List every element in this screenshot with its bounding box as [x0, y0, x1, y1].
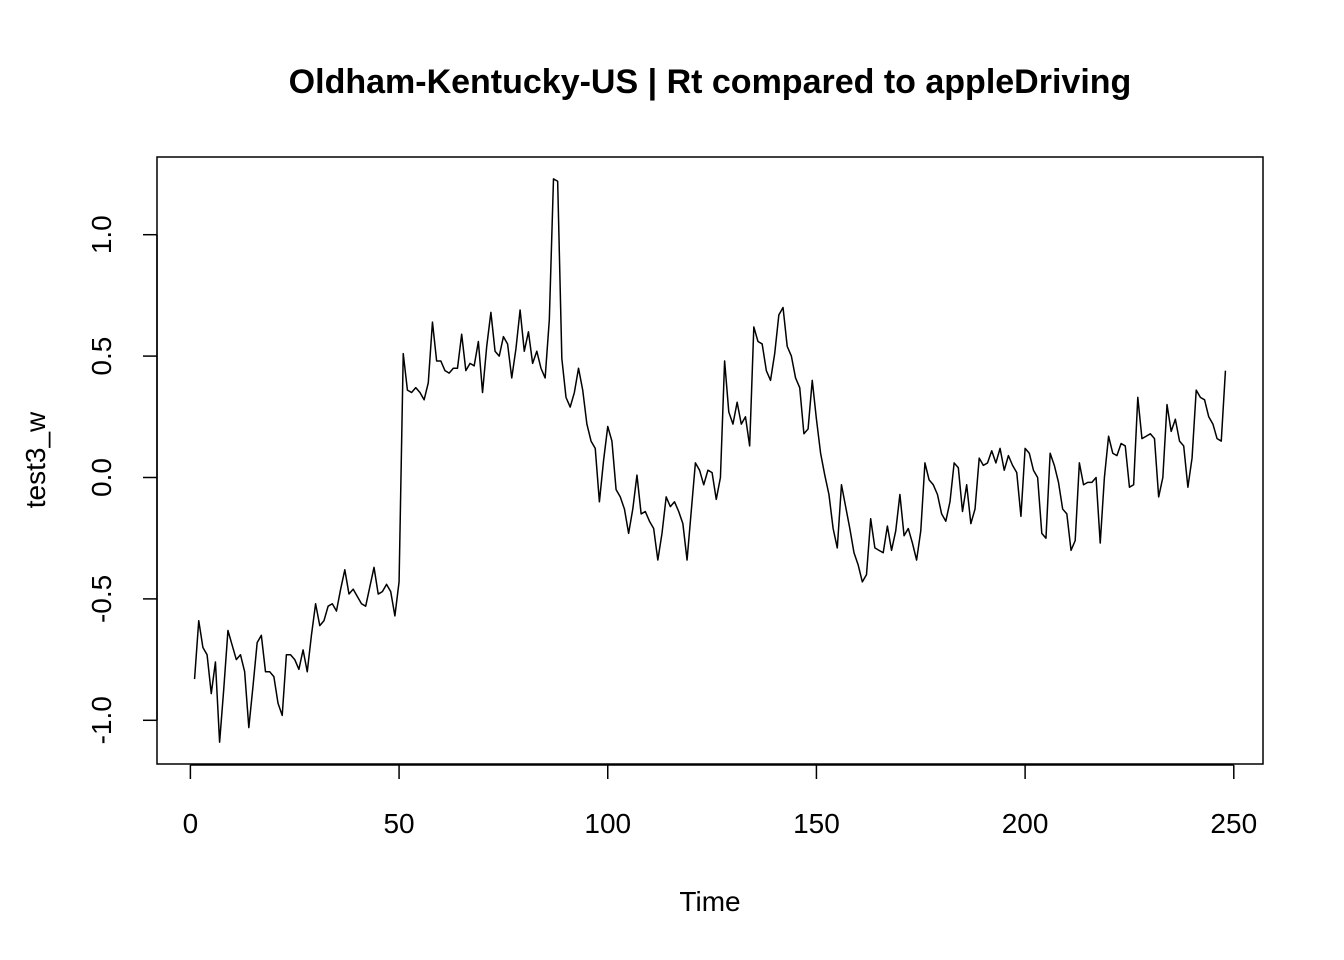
- y-axis-label: test3_w: [20, 411, 51, 508]
- x-axis-label: Time: [679, 886, 740, 917]
- series-line: [193, 178, 1227, 743]
- x-tick-label: 150: [793, 808, 840, 839]
- x-axis: 0 50 100 150 200 250: [183, 764, 1257, 839]
- y-tick-label: 0.5: [86, 337, 117, 376]
- y-tick-label: 1.0: [86, 215, 117, 254]
- x-tick-label: 250: [1210, 808, 1257, 839]
- x-tick-label: 50: [383, 808, 414, 839]
- y-axis: -1.0 -0.5 0.0 0.5 1.0: [86, 215, 158, 744]
- x-tick-label: 0: [183, 808, 199, 839]
- x-tick-label: 100: [584, 808, 631, 839]
- x-tick-label: 200: [1002, 808, 1049, 839]
- y-tick-label: -0.5: [86, 575, 117, 623]
- plot-frame: [156, 156, 1264, 765]
- y-tick-label: 0.0: [86, 458, 117, 497]
- chart-title: Oldham-Kentucky-US | Rt compared to appl…: [289, 63, 1132, 101]
- y-tick-label: -1.0: [86, 696, 117, 744]
